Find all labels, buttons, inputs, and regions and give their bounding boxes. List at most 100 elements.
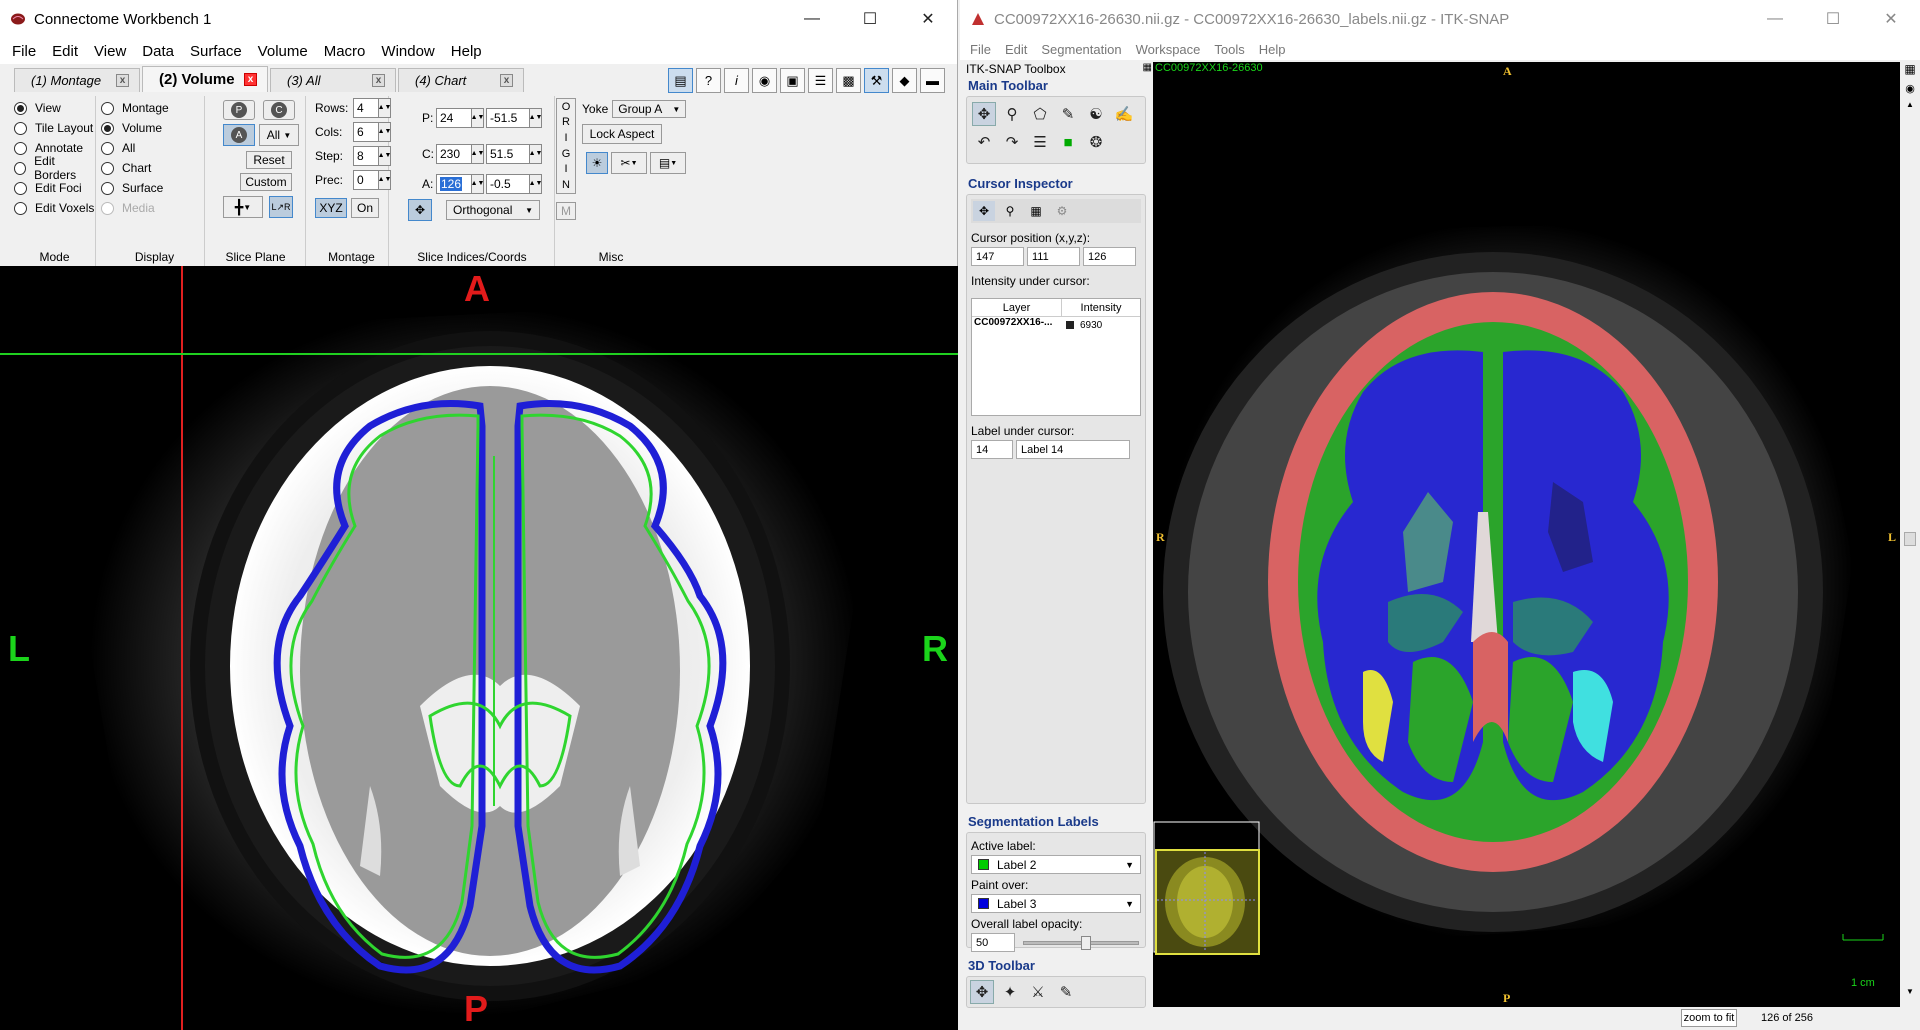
screenshot-icon[interactable]: ◉	[1905, 83, 1915, 95]
layers-icon[interactable]: ◆	[892, 68, 917, 93]
custom-button[interactable]: Custom	[240, 173, 292, 191]
zoom-to-fit-button[interactable]: zoom to fit	[1681, 1009, 1737, 1027]
spin-arrows-icon[interactable]: ▲▼	[529, 108, 542, 128]
polygon-tool-icon[interactable]: ⬠	[1033, 106, 1047, 123]
spin-arrows-icon[interactable]: ▲▼	[471, 108, 484, 128]
menu-data[interactable]: Data	[142, 42, 174, 60]
inspector-crosshair-icon[interactable]: ✥	[973, 201, 995, 221]
palette-icon[interactable]: ❂	[1089, 134, 1103, 151]
close-tab-icon[interactable]: x	[500, 74, 513, 87]
help-icon[interactable]: ?	[696, 68, 721, 93]
display-montage-radio[interactable]: Montage	[101, 98, 204, 118]
info-panel-icon[interactable]: ▤	[668, 68, 693, 93]
display-volume-radio[interactable]: Volume	[101, 118, 204, 138]
c-index-field[interactable]: 230	[436, 144, 472, 164]
3d-spray-icon[interactable]: ✎	[1059, 984, 1073, 1001]
ruler-icon[interactable]: ▤ ▼	[650, 152, 686, 174]
cursor-x-field[interactable]: 147	[971, 247, 1024, 266]
tools-icon[interactable]: ⚒	[864, 68, 889, 93]
undock-icon[interactable]: ▦	[1142, 62, 1152, 73]
menu-surface[interactable]: Surface	[189, 42, 242, 60]
prec-value[interactable]: 0	[353, 170, 379, 190]
close-icon[interactable]: ✕	[921, 11, 935, 28]
3d-rotate-icon[interactable]: ✥	[970, 980, 994, 1004]
axial-button[interactable]: A	[223, 124, 255, 146]
layers-icon[interactable]: ☰	[1033, 134, 1047, 151]
menu-volume[interactable]: Volume	[257, 42, 308, 60]
cols-value[interactable]: 6	[353, 122, 379, 142]
active-label-select[interactable]: Label 2 ▼	[971, 855, 1141, 874]
scroll-down-icon[interactable]: ▼	[1906, 987, 1914, 996]
itk-menu-workspace[interactable]: Workspace	[1135, 41, 1201, 57]
menu-file[interactable]: File	[12, 42, 37, 60]
itk-menu-file[interactable]: File	[970, 41, 991, 57]
layout-icon[interactable]: ▦	[1904, 62, 1916, 76]
label-colors-icon[interactable]: ■	[1063, 133, 1073, 151]
close-tab-icon[interactable]: x	[244, 73, 257, 86]
close-tab-icon[interactable]: x	[116, 74, 129, 87]
crosshair-tool-icon[interactable]: ✥	[972, 102, 996, 126]
lock-aspect-button[interactable]: Lock Aspect	[582, 124, 662, 144]
menu-help[interactable]: Help	[450, 42, 482, 60]
spin-arrows-icon[interactable]: ▲▼	[378, 170, 391, 190]
spin-arrows-icon[interactable]: ▲▼	[471, 144, 484, 164]
identify-icon[interactable]: ◉	[752, 68, 777, 93]
minimize-icon[interactable]: —	[1767, 10, 1783, 27]
cols-spinner[interactable]: Cols: 6 ▲▼	[315, 122, 391, 142]
tab-all[interactable]: (3) All x	[270, 68, 396, 92]
inspector-3d-icon[interactable]: ⚙	[1056, 204, 1068, 218]
step-value[interactable]: 8	[353, 146, 379, 166]
spin-arrows-icon[interactable]: ▲▼	[378, 122, 391, 142]
rows-value[interactable]: 4	[353, 98, 379, 118]
notes-icon[interactable]: ☰	[808, 68, 833, 93]
step-spinner[interactable]: Step: 8 ▲▼	[315, 146, 391, 166]
projection-select[interactable]: Orthogonal ▼	[446, 200, 540, 220]
minimize-icon[interactable]: —	[804, 10, 820, 27]
redo-icon[interactable]: ↷	[1005, 134, 1019, 151]
maximize-icon[interactable]: ☐	[1825, 11, 1841, 28]
a-index-field[interactable]: 126	[440, 177, 463, 191]
slice-scrollbar-thumb[interactable]	[1904, 532, 1916, 546]
snake-tool-icon[interactable]: ☯	[1089, 106, 1103, 123]
itk-slice-viewport[interactable]: CC00972XX16-26630 A P R L 1 cm	[1153, 62, 1900, 1007]
menu-edit[interactable]: Edit	[52, 42, 79, 60]
movie-camera-icon[interactable]: ▣	[780, 68, 805, 93]
spin-arrows-icon[interactable]: ▲▼	[378, 146, 391, 166]
zoom-tool-icon[interactable]: ⚲	[1006, 106, 1018, 123]
itk-menu-tools[interactable]: Tools	[1214, 41, 1245, 57]
mode-tile-layout-radio[interactable]: Tile Layout	[14, 118, 95, 138]
menu-window[interactable]: Window	[381, 42, 435, 60]
mode-edit-voxels-radio[interactable]: Edit Voxels	[14, 198, 95, 218]
inspector-zoom-icon[interactable]: ⚲	[1005, 204, 1015, 218]
opacity-field[interactable]: 50	[971, 933, 1015, 952]
mode-edit-foci-radio[interactable]: Edit Foci	[14, 178, 95, 198]
paintbrush-tool-icon[interactable]: ✎	[1061, 106, 1075, 123]
orientation-labels-icon[interactable]: L↗R	[269, 196, 293, 218]
scroll-up-icon[interactable]: ▲	[1906, 100, 1914, 109]
reset-button[interactable]: Reset	[246, 151, 292, 169]
m-button[interactable]: M	[556, 202, 576, 220]
display-surface-radio[interactable]: Surface	[101, 178, 204, 198]
display-all-radio[interactable]: All	[101, 138, 204, 158]
itk-menu-help[interactable]: Help	[1258, 41, 1286, 57]
itk-menu-edit[interactable]: Edit	[1004, 41, 1028, 57]
opacity-slider[interactable]	[1023, 935, 1139, 950]
display-chart-radio[interactable]: Chart	[101, 158, 204, 178]
mode-view-radio[interactable]: View	[14, 98, 95, 118]
scene-icon[interactable]: ▩	[836, 68, 861, 93]
spin-arrows-icon[interactable]: ▲▼	[378, 98, 391, 118]
p-coord-field[interactable]: -51.5	[486, 108, 530, 128]
annotation-tool-icon[interactable]: ✍	[1114, 106, 1134, 123]
inspector-grid-icon[interactable]: ▦	[1030, 204, 1042, 218]
spin-arrows-icon[interactable]: ▲▼	[471, 174, 484, 194]
3d-crosshair-icon[interactable]: ✦	[1003, 984, 1017, 1001]
c-coord-field[interactable]: 51.5	[486, 144, 530, 164]
yoke-group-select[interactable]: Group A ▼	[612, 100, 687, 118]
spin-arrows-icon[interactable]: ▲▼	[529, 144, 542, 164]
cursor-z-field[interactable]: 126	[1083, 247, 1136, 266]
a-coord-field[interactable]: -0.5	[486, 174, 530, 194]
label-id-field[interactable]: 14	[971, 440, 1013, 459]
rows-spinner[interactable]: Rows: 4 ▲▼	[315, 98, 391, 118]
p-index-field[interactable]: 24	[436, 108, 472, 128]
3d-scalpel-icon[interactable]: ⚔	[1031, 984, 1045, 1001]
